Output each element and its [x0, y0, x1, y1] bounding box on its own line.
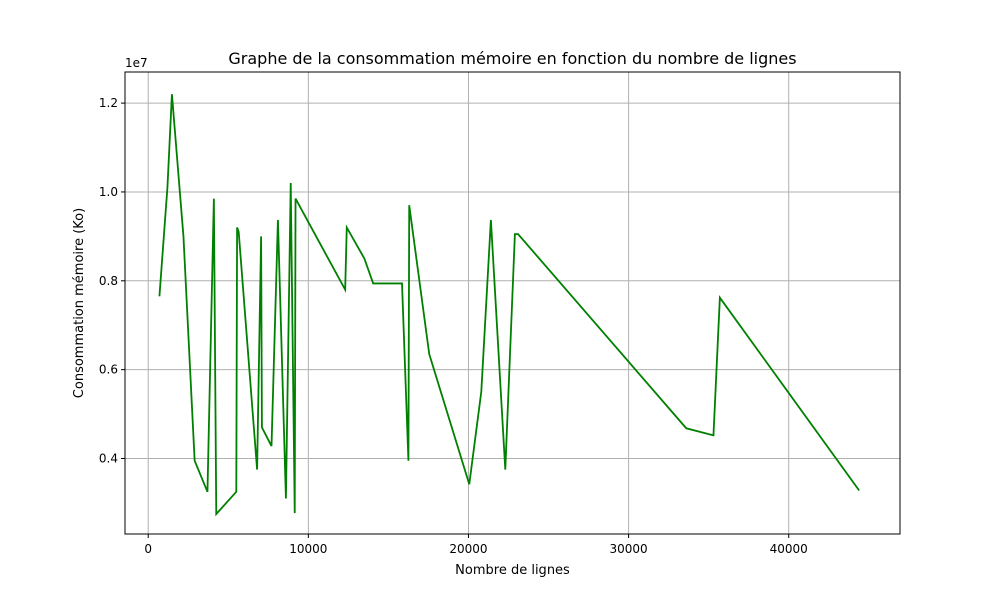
x-tick-label: 0: [144, 542, 152, 556]
series-layer: [158, 94, 860, 517]
x-tick-label: 30000: [609, 542, 647, 556]
series-line: [158, 94, 860, 517]
y-tick-label: 0.6: [99, 363, 118, 377]
y-scale-label: 1e7: [125, 56, 148, 70]
y-axis-label: Consommation mémoire (Ko): [72, 208, 87, 398]
y-tick-label: 0.8: [99, 274, 118, 288]
chart-title: Graphe de la consommation mémoire en fon…: [228, 49, 796, 68]
y-tick-label: 1.0: [99, 185, 118, 199]
plot-frame: [124, 71, 901, 535]
x-tick-label: 40000: [770, 542, 808, 556]
x-tick-label: 20000: [449, 542, 487, 556]
grid-lines: [125, 72, 900, 534]
y-tick-label: 1.2: [99, 96, 118, 110]
axis-ticks: 0 10000 20000 30000 40000 0.4 0.6 0.8 1.0 1.2: [99, 96, 808, 556]
x-axis-label: Nombre de lignes: [455, 563, 570, 578]
y-tick-label: 0.4: [99, 451, 118, 465]
x-tick-label: 10000: [289, 542, 327, 556]
